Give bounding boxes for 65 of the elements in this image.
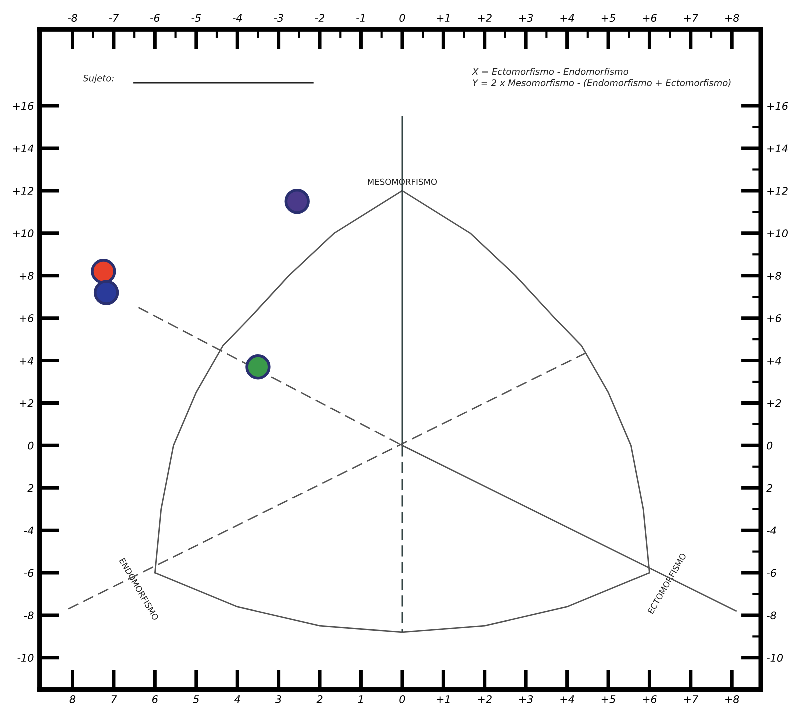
y-tick-label: +6 — [20, 314, 34, 322]
y-tick-label: -8 — [24, 612, 34, 620]
x2-tick-label: +1 — [437, 14, 450, 22]
y-tick-label: -10 — [18, 654, 34, 662]
x-tick-label: +2 — [478, 696, 492, 704]
x-tick-label: 8 — [70, 696, 76, 704]
y2-tick-label: +16 — [768, 102, 788, 110]
y2-tick-label: +4 — [768, 357, 782, 365]
x2-tick-label: +6 — [643, 14, 657, 22]
x-tick-label: 0 — [400, 696, 406, 704]
x-tick-label: +3 — [520, 696, 534, 704]
annotation: X = Ectomorfismo - Endomorfismo — [472, 68, 628, 76]
x-tick-label: +1 — [437, 696, 450, 704]
x2-tick-label: -3 — [274, 14, 284, 22]
y2-tick-label: -6 — [767, 569, 776, 578]
y-tick-label: 2 — [28, 484, 34, 492]
x2-tick-label: -1 — [356, 14, 365, 22]
x2-tick-label: +3 — [520, 14, 534, 22]
y-tick-label: +2 — [20, 399, 34, 408]
y-tick-label: +8 — [20, 272, 34, 280]
x2-tick-label: -7 — [109, 14, 120, 22]
x2-tick-label: -6 — [150, 14, 160, 22]
y-tick-label: +16 — [13, 102, 34, 110]
x-tick-label: +5 — [602, 696, 616, 704]
annotation: Sujeto: — [83, 74, 114, 84]
x-tick-label: 3 — [276, 696, 282, 704]
y2-tick-label: +8 — [768, 272, 782, 280]
y-tick-label: +10 — [13, 230, 34, 238]
y-tick-label: 0 — [28, 442, 34, 450]
y-tick-label: +12 — [13, 187, 34, 195]
y2-tick-label: 2 — [766, 484, 773, 492]
x2-tick-label: -4 — [232, 14, 242, 22]
x-tick-label: 6 — [152, 696, 158, 704]
y2-tick-label: +2 — [768, 399, 782, 408]
y-tick-label: -4 — [24, 526, 34, 535]
x2-tick-label: -5 — [192, 14, 202, 22]
annotation: Y = 2 x Mesomorfismo - (Endomorfismo + Ectomorfismo) — [473, 79, 731, 88]
y2-tick-label: -10 — [767, 654, 784, 662]
y2-tick-label: -8 — [767, 612, 776, 620]
x2-tick-label: -2 — [315, 14, 325, 22]
y2-tick-label: +12 — [768, 187, 788, 195]
x-tick-label: 7 — [112, 696, 118, 704]
y2-tick-label: +14 — [768, 144, 788, 152]
y-tick-label: +14 — [13, 144, 34, 152]
x2-tick-label: +2 — [478, 14, 492, 22]
y2-tick-label: -4 — [767, 526, 776, 535]
x2-tick-label: +7 — [684, 14, 698, 22]
y-tick-label: -6 — [24, 569, 34, 578]
x-tick-label: +4 — [560, 696, 574, 704]
x-tick-label: +8 — [726, 696, 740, 704]
x-tick-label: +6 — [643, 696, 657, 704]
x2-tick-label: +4 — [560, 14, 574, 22]
y2-tick-label: +10 — [768, 230, 788, 238]
y2-tick-label: +6 — [768, 314, 782, 322]
x2-tick-label: 0 — [400, 14, 406, 22]
y2-tick-label: 0 — [767, 442, 773, 450]
x2-tick-label: +5 — [602, 14, 616, 22]
x-tick-label: +7 — [684, 696, 698, 704]
y-tick-label: +4 — [20, 357, 34, 365]
x-tick-label: 2 — [316, 696, 323, 704]
x-tick-label: 1 — [358, 696, 363, 704]
x2-tick-label: +8 — [726, 14, 740, 22]
x-tick-label: 5 — [193, 696, 200, 704]
x-tick-label: 4 — [234, 696, 240, 704]
x2-tick-label: -8 — [68, 14, 78, 22]
